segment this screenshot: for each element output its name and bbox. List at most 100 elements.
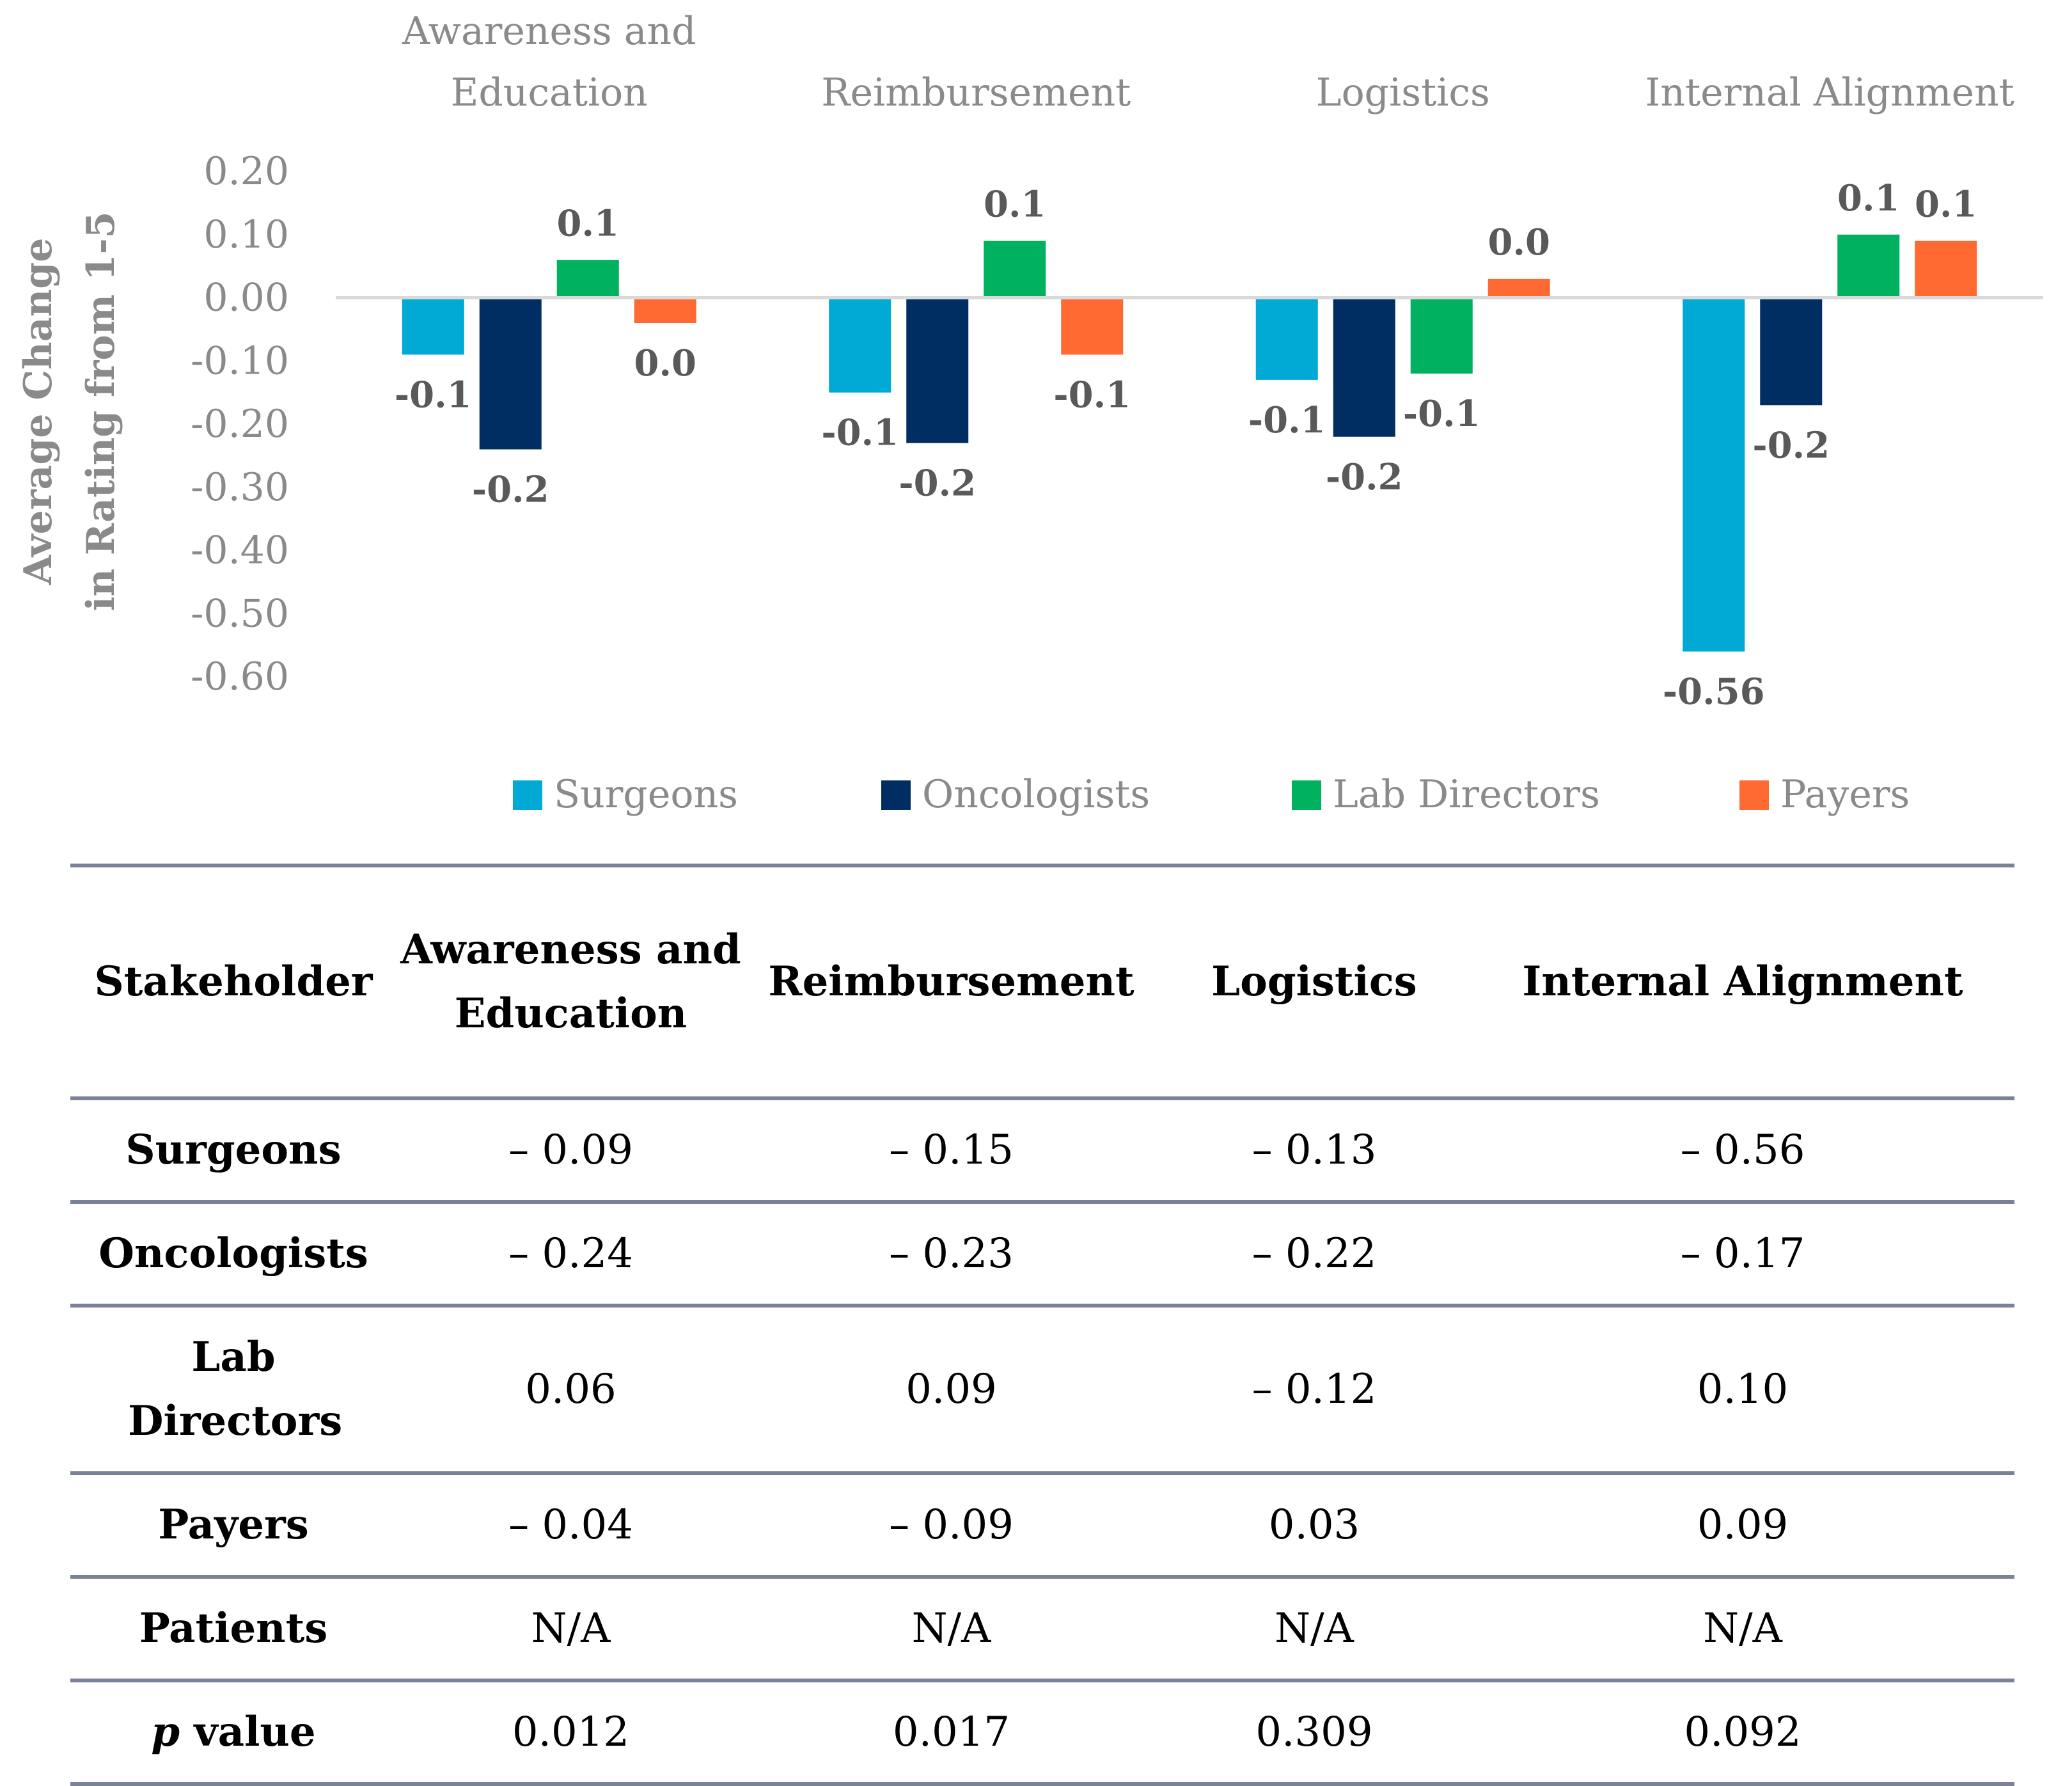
y-axis-ticks: 0.20 0.10 0.00 -0.10 -0.20 -0.30 -0.40 -0.50 -0.… — [191, 149, 289, 699]
table-cell: – 0.04 — [508, 1501, 633, 1549]
y-tick-label: -0.30 — [191, 465, 289, 510]
data-label-payers-reimbursement: -0.1 — [1053, 374, 1131, 416]
legend-swatch-payers — [1739, 780, 1769, 810]
table-row-pvalue: p value 0.012 0.017 0.309 0.092 — [70, 1680, 2014, 1784]
table-cell: 0.03 — [1268, 1501, 1360, 1549]
table-cell: – 0.09 — [889, 1501, 1014, 1549]
bar-payers-logistics — [1487, 278, 1550, 298]
table-cell: N/A — [911, 1605, 991, 1652]
y-tick-label: -0.20 — [191, 402, 289, 446]
table-cell: – 0.09 — [508, 1126, 633, 1174]
y-axis-title-line: in Rating from 1-5 — [79, 212, 123, 612]
header-awareness-education: Awareness and Education — [400, 926, 741, 1038]
category-label-awareness-and-education: Awareness and — [402, 9, 696, 54]
row-label: Payers — [158, 1501, 309, 1549]
table-cell: – 0.24 — [508, 1230, 633, 1277]
y-axis-title-line: Average Change — [16, 238, 61, 586]
data-label-surgeons-logistics: -0.1 — [1248, 399, 1326, 441]
table-cell: N/A — [1703, 1605, 1782, 1652]
table-cell: 0.309 — [1255, 1709, 1373, 1756]
table-row: Oncologists – 0.24 – 0.23 – 0.22 – 0.17 — [70, 1202, 2014, 1306]
data-label-surgeons-awareness-and-education: -0.1 — [395, 374, 472, 416]
table-row: Lab Directors 0.06 0.09 – 0.12 0.10 — [70, 1306, 2014, 1473]
table-cell: 0.09 — [906, 1366, 997, 1413]
bar-series — [402, 234, 1977, 652]
table-cell: – 0.23 — [889, 1230, 1014, 1277]
data-label-oncologists-logistics: -0.2 — [1326, 456, 1403, 498]
table-cell: 0.012 — [512, 1709, 630, 1756]
bar-surgeons-awareness-and-education — [402, 297, 464, 355]
y-axis-title: Average Change in Rating from 1-5 — [16, 212, 123, 612]
category-label-awareness-and-education: Education — [451, 70, 648, 115]
bar-payers-awareness-and-education — [634, 297, 696, 323]
data-label-surgeons-reimbursement: -0.1 — [821, 412, 899, 454]
pvalue-label: value — [180, 1708, 316, 1756]
table-row: Payers – 0.04 – 0.09 0.03 0.09 — [70, 1473, 2014, 1577]
data-label-oncologists-awareness-and-education: -0.2 — [472, 469, 549, 511]
data-label-oncologists-reimbursement: -0.2 — [899, 462, 976, 505]
data-label-payers-awareness-and-education: 0.0 — [634, 342, 696, 384]
table-cell: N/A — [531, 1605, 611, 1652]
data-label-payers-logistics: 0.0 — [1488, 221, 1550, 264]
results-table: Stakeholder Awareness and Education Reim… — [70, 864, 2014, 1786]
bar-payers-internal-alignment — [1915, 241, 1977, 298]
table-row: Patients N/A N/A N/A N/A — [70, 1577, 2014, 1680]
legend-label-oncologists: Oncologists — [922, 772, 1150, 817]
bar-oncologists-logistics — [1333, 297, 1395, 437]
y-tick-label: 0.20 — [203, 149, 289, 194]
table-cell: – 0.12 — [1252, 1366, 1377, 1413]
bar-surgeons-reimbursement — [829, 297, 891, 393]
data-label-lab-directors-reimbursement: 0.1 — [984, 184, 1046, 226]
bar-oncologists-internal-alignment — [1760, 297, 1823, 406]
data-labels: -0.1-0.20.10.0-0.1-0.20.1-0.1-0.1-0.2-0.… — [395, 177, 1977, 713]
data-label-payers-internal-alignment: 0.1 — [1915, 184, 1977, 226]
table-cell: 0.10 — [1697, 1366, 1789, 1413]
bar-lab-directors-internal-alignment — [1837, 234, 1900, 298]
table-cell: – 0.22 — [1252, 1230, 1377, 1277]
y-tick-label: -0.60 — [191, 654, 289, 699]
table-cell: – 0.15 — [889, 1126, 1014, 1174]
table-cell: – 0.13 — [1252, 1126, 1377, 1174]
legend-label-payers: Payers — [1780, 772, 1910, 817]
header-logistics: Logistics — [1211, 958, 1417, 1006]
category-labels: Awareness and Education Reimbursement Logis… — [402, 9, 2014, 115]
category-label-logistics: Logistics — [1316, 70, 1490, 115]
legend-label-lab-directors: Lab Directors — [1333, 772, 1600, 817]
category-label-reimbursement: Reimbursement — [821, 70, 1131, 115]
data-label-lab-directors-internal-alignment: 0.1 — [1837, 177, 1899, 219]
table-cell: – 0.17 — [1680, 1230, 1805, 1277]
header-internal-alignment: Internal Alignment — [1522, 958, 1963, 1006]
data-label-surgeons-internal-alignment: -0.56 — [1663, 671, 1765, 713]
table-header-row: Stakeholder Awareness and Education Reim… — [70, 865, 2014, 1098]
bar-oncologists-reimbursement — [906, 297, 969, 443]
table-cell: – 0.56 — [1680, 1126, 1805, 1174]
data-label-oncologists-internal-alignment: -0.2 — [1752, 424, 1830, 466]
table-cell: 0.017 — [892, 1709, 1010, 1756]
table-cell: 0.09 — [1697, 1501, 1789, 1549]
y-tick-label: -0.10 — [191, 338, 289, 383]
y-tick-label: 0.00 — [203, 276, 289, 320]
bar-surgeons-internal-alignment — [1683, 297, 1745, 652]
legend-swatch-oncologists — [881, 780, 911, 810]
bar-oncologists-awareness-and-education — [479, 297, 542, 450]
y-tick-label: 0.10 — [203, 212, 289, 257]
legend-label-surgeons: Surgeons — [554, 772, 738, 817]
header-stakeholder: Stakeholder — [94, 958, 373, 1006]
row-label: Patients — [139, 1604, 328, 1652]
legend: Surgeons Oncologists Lab Directors Payers — [513, 772, 1910, 817]
header-reimbursement: Reimbursement — [768, 958, 1134, 1006]
legend-swatch-lab-directors — [1292, 780, 1321, 810]
row-label-pvalue: p value — [70, 1680, 396, 1784]
bar-lab-directors-logistics — [1410, 297, 1473, 374]
legend-swatch-surgeons — [513, 780, 542, 810]
row-label: Oncologists — [98, 1229, 368, 1277]
y-tick-label: -0.50 — [191, 591, 289, 636]
bar-lab-directors-awareness-and-education — [556, 260, 619, 298]
bar-lab-directors-reimbursement — [984, 241, 1046, 298]
bar-chart: Awareness and Education Reimbursement Logis… — [16, 9, 2043, 817]
bar-payers-reimbursement — [1061, 297, 1124, 355]
category-label-internal-alignment: Internal Alignment — [1645, 70, 2014, 115]
p-symbol: p — [151, 1708, 180, 1756]
y-tick-label: -0.40 — [191, 528, 289, 573]
bar-surgeons-logistics — [1255, 297, 1318, 380]
